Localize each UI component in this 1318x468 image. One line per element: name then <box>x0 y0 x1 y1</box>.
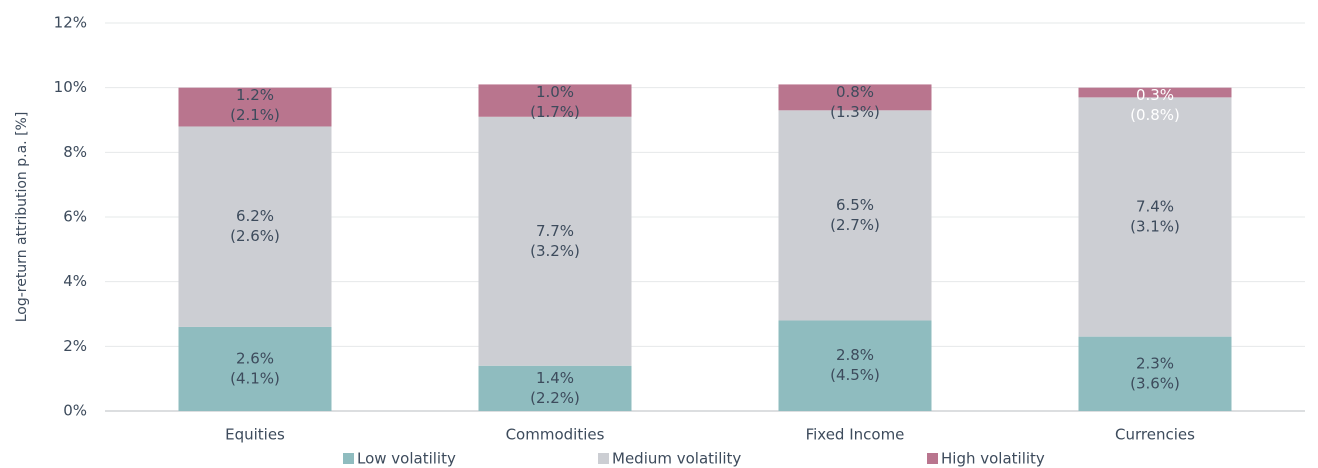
secondary-label: (1.7%) <box>530 103 580 121</box>
value-label: 1.2% <box>236 86 274 104</box>
x-tick-label: Commodities <box>506 426 605 444</box>
y-tick-label: 6% <box>63 208 87 226</box>
legend-swatch <box>598 453 609 464</box>
x-tick-label: Currencies <box>1115 426 1195 444</box>
y-tick-label: 10% <box>54 78 87 96</box>
bar-segment <box>478 116 632 366</box>
legend-swatch <box>927 453 938 464</box>
value-label: 7.7% <box>536 222 574 240</box>
value-label: 1.4% <box>536 369 574 387</box>
value-label: 6.2% <box>236 207 274 225</box>
value-label: 2.6% <box>236 349 274 367</box>
bar-segment <box>178 87 332 127</box>
secondary-label: (2.6%) <box>230 227 280 245</box>
legend-label: Low volatility <box>357 450 456 468</box>
y-axis-label: Log-return attribution p.a. [%] <box>14 112 30 323</box>
bar-segment <box>1078 336 1232 411</box>
value-label: 1.0% <box>536 83 574 101</box>
y-tick-label: 0% <box>63 402 87 420</box>
value-label: 0.8% <box>836 83 874 101</box>
secondary-label: (2.1%) <box>230 106 280 124</box>
secondary-label: (1.3%) <box>830 103 880 121</box>
value-label: 2.3% <box>1136 354 1174 372</box>
x-tick-label: Equities <box>225 426 285 444</box>
legend-label: High volatility <box>941 450 1045 468</box>
secondary-label: (3.1%) <box>1130 218 1180 236</box>
value-label: 7.4% <box>1136 198 1174 216</box>
value-label: 2.8% <box>836 346 874 364</box>
bar-segment <box>1078 87 1232 98</box>
secondary-label: (4.5%) <box>830 366 880 384</box>
y-tick-label: 4% <box>63 272 87 290</box>
bar-segment <box>478 84 632 117</box>
bar-segment <box>178 126 332 327</box>
y-tick-label: 12% <box>54 14 87 32</box>
secondary-label: (3.6%) <box>1130 374 1180 392</box>
secondary-label: (2.7%) <box>830 216 880 234</box>
bar-segment <box>1078 97 1232 337</box>
y-tick-label: 8% <box>63 143 87 161</box>
secondary-label: (0.8%) <box>1130 106 1180 124</box>
bar-segment <box>778 84 932 111</box>
bar-segment <box>778 110 932 321</box>
legend-swatch <box>343 453 354 464</box>
secondary-label: (3.2%) <box>530 242 580 260</box>
bar-segment <box>178 326 332 411</box>
x-tick-label: Fixed Income <box>806 426 905 444</box>
bar-segment <box>778 320 932 411</box>
bar-segment <box>478 365 632 411</box>
y-tick-label: 2% <box>63 337 87 355</box>
secondary-label: (2.2%) <box>530 389 580 407</box>
secondary-label: (4.1%) <box>230 369 280 387</box>
value-label: 6.5% <box>836 196 874 214</box>
legend-label: Medium volatility <box>612 450 741 468</box>
value-label: 0.3% <box>1136 86 1174 104</box>
